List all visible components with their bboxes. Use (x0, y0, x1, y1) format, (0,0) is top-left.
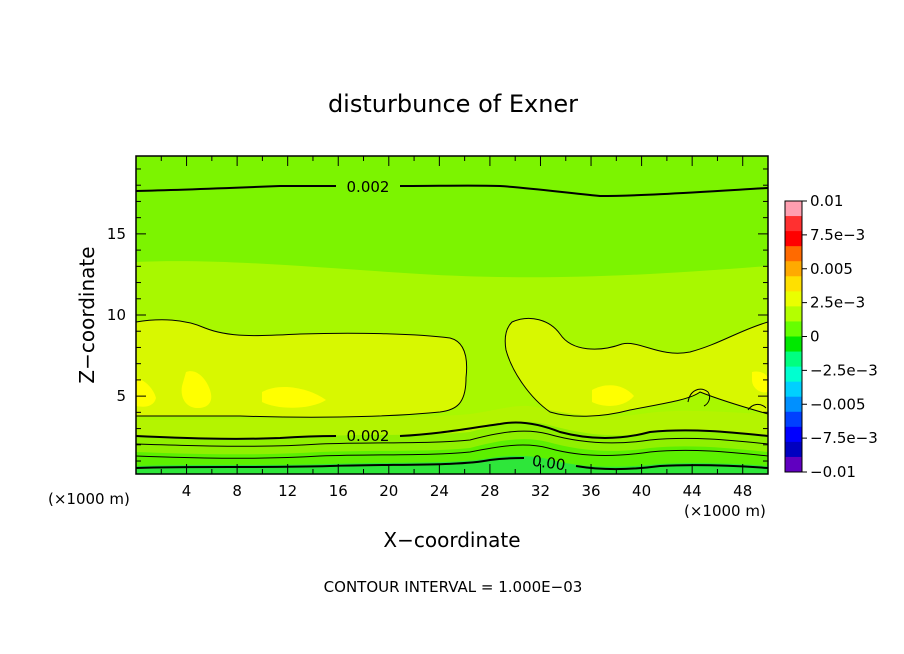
x-unit-left: (×1000 m) (48, 490, 130, 508)
x-tick-label: 8 (232, 482, 242, 500)
colorbar-label: −2.5e−3 (810, 361, 878, 379)
contour-interval-note: CONTOUR INTERVAL = 1.000E−03 (324, 578, 583, 596)
contour-label-lower: 0.002 (347, 427, 390, 445)
colorbar-swatch (785, 441, 802, 458)
colorbar-swatch (785, 321, 802, 337)
contour-field (136, 156, 768, 474)
colorbar-swatch (785, 381, 802, 398)
colorbar-label: −7.5e−3 (810, 429, 878, 447)
x-tick-label: 16 (329, 482, 348, 500)
contour-line-middle-right (504, 318, 768, 417)
x-tick-label: 28 (480, 482, 499, 500)
colorbar-swatch (785, 261, 802, 277)
colorbar-swatch (785, 426, 802, 443)
colorbar-swatch (785, 306, 802, 322)
y-tick-label: 10 (107, 306, 126, 324)
x-axis: 4 8 12 16 20 24 28 32 36 40 44 48 (160, 156, 752, 500)
contour-line-lower-002 (136, 421, 768, 440)
colorbar-swatch (785, 336, 802, 353)
colorbar-swatch (785, 216, 802, 232)
x-tick-label: 48 (733, 482, 752, 500)
contour-line-middle (136, 319, 468, 418)
x-tick-label: 44 (683, 482, 702, 500)
x-tick-label: 36 (581, 482, 600, 500)
colorbar-label: −0.005 (810, 395, 866, 413)
contour-line-lower-a (136, 430, 768, 447)
colorbar-swatch (785, 231, 802, 247)
colorbar-label: 0 (810, 328, 820, 346)
colorbar-swatch (785, 351, 802, 368)
chart-title: disturbunce of Exner (328, 90, 578, 118)
contour-line-lower-b (136, 444, 768, 459)
y-tick-label: 15 (107, 225, 126, 243)
x-tick-label: 32 (531, 482, 550, 500)
y-tick-label: 5 (116, 387, 126, 405)
colorbar-label: 0.01 (810, 192, 843, 210)
contour-line-bump (687, 388, 711, 407)
x-unit-right: (×1000 m) (684, 502, 766, 520)
contour-label-upper: 0.002 (347, 178, 390, 196)
colorbar-labels: 0.01 7.5e−3 0.005 2.5e−3 0 −2.5e−3 −0.005 −7.5e… (802, 192, 878, 481)
colorbar-swatch (785, 246, 802, 262)
colorbar-swatch (785, 201, 802, 217)
x-axis-label: X−coordinate (383, 528, 520, 552)
colorbar-swatch (785, 396, 802, 413)
colorbar-swatch (785, 276, 802, 292)
colorbar-label: 7.5e−3 (810, 226, 865, 244)
colorbar-label: 2.5e−3 (810, 294, 865, 312)
x-tick-label: 4 (182, 482, 192, 500)
field-lobe-5 (752, 371, 768, 393)
contour-line-upper-002 (136, 184, 768, 198)
colorbar-label: 0.005 (810, 260, 853, 278)
colorbar-swatch (785, 291, 802, 307)
colorbar (785, 201, 802, 473)
colorbar-swatch (785, 411, 802, 428)
contour-line-zero (136, 457, 768, 470)
colorbar-swatch (785, 456, 802, 473)
y-axis: 5 10 15 (107, 168, 768, 462)
colorbar-label: −0.01 (810, 463, 856, 481)
x-tick-label: 24 (430, 482, 449, 500)
contour-label-zero: 0.00 (531, 452, 567, 474)
x-tick-label: 40 (632, 482, 651, 500)
contour-line-right-edge (747, 403, 767, 411)
x-tick-label: 20 (379, 482, 398, 500)
field-lobe-3 (262, 386, 326, 408)
colorbar-swatch (785, 366, 802, 383)
field-lobe-1 (136, 378, 156, 407)
x-tick-label: 12 (278, 482, 297, 500)
field-lobe-4 (592, 385, 634, 406)
y-axis-label: Z−coordinate (75, 246, 99, 383)
field-lobe-2 (181, 371, 212, 408)
